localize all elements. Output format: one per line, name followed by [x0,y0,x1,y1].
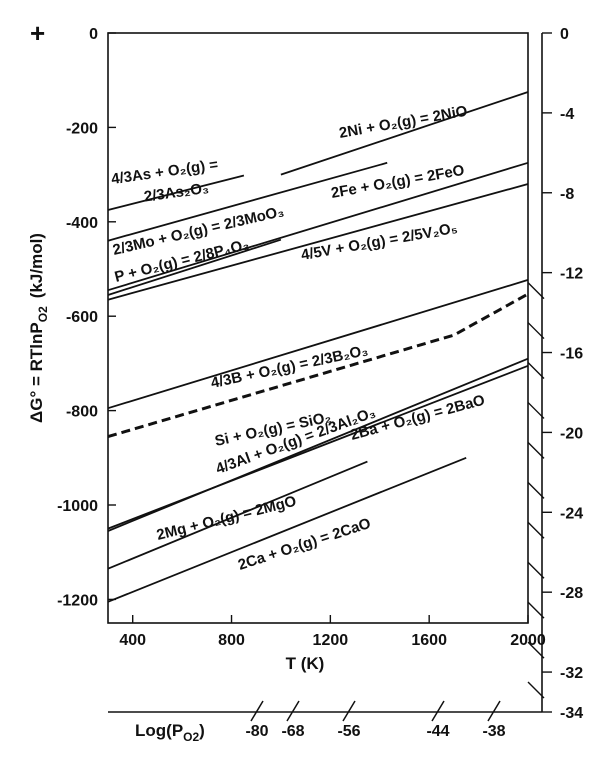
y-axis-title-sub: O2 [36,306,50,322]
right-diagonal-tick [527,362,545,379]
x-tick-label: 800 [218,632,245,649]
series-line-as [107,174,245,211]
right-tick-label: -24 [560,505,583,522]
y-tick-label: -1200 [57,592,98,609]
bottom-scale-tick-mark [487,700,501,722]
y-tick-label: -600 [66,309,98,326]
right-diagonal-tick [527,681,545,699]
y-axis-title: ΔG° = RTlnPO2 (kJ/mol) [27,233,50,423]
y-tick-label: 0 [89,26,98,43]
right-scale-ticks: 0 -4 -8 -12 -16 -20 -24 -28 -32 -34 [527,26,583,722]
right-tick-label: -16 [560,346,583,363]
bottom-scale-ticks: -80 -68 -56 -44 -38 [245,700,506,740]
x-axis-title: T (K) [286,654,325,673]
bottom-scale-title-main: Log(P [135,721,183,740]
right-tick-label: 0 [560,26,569,43]
series-line-mo [107,161,388,242]
right-diagonal-tick [527,601,545,619]
y-tick-label: -1000 [57,498,98,515]
label-fe: 2Fe + O₂(g) = 2FeO [330,162,466,202]
right-tick-label: -8 [560,186,574,203]
label-as: 4/3As + O₂(g) = 2/3As₂O₃ [110,156,226,210]
series-lines-group [107,91,529,603]
reaction-labels: 2Ni + O₂(g) = 2NiO 4/3As + O₂(g) = 2/3As… [110,103,487,574]
bottom-scale-title-sub: O2 [183,730,199,744]
bottom-scale-title-close: ) [199,721,205,740]
right-diagonal-tick [527,282,545,300]
label-v: 4/5V + O₂(g) = 2/5V₂O₅ [300,220,459,264]
right-diagonal-tick [527,401,545,419]
right-diagonal-tick [527,322,545,340]
bottom-scale-title: Log(PO2) [135,721,205,744]
right-tick-label: -20 [560,425,583,442]
bottom-scale-tick-mark [342,700,356,722]
axis-ticks-group: 0 -200 -400 -600 -800 -1000 -1200 400 800 1200 160… [57,26,546,649]
y-axis-title-units: (kJ/mol) [27,233,46,298]
right-tick-label: -12 [560,266,583,283]
right-tick-label: -32 [560,665,583,682]
series-line-p [107,238,282,296]
bottom-scale-tick-mark [431,700,445,722]
label-mg: 2Mg + O₂(g) = 2MgO [155,493,299,544]
x-tick-label: 400 [119,632,146,649]
bottom-scale-tick-label: -44 [426,723,449,740]
bottom-scale-tick-label: -80 [245,723,268,740]
bottom-scale-tick-label: -68 [281,723,304,740]
right-diagonal-tick [527,561,545,579]
series-line-fe [107,161,529,292]
series-line-al [107,357,529,532]
x-tick-label: 2000 [510,632,546,649]
bottom-scale-tick-mark [286,700,300,722]
y-tick-label: -200 [66,120,98,137]
right-diagonal-tick [527,641,545,659]
right-diagonal-tick [527,441,545,459]
series-line-mg [107,460,368,570]
right-diagonal-tick [527,481,545,499]
series-line-ni [280,91,529,176]
series-line-ca [107,456,467,603]
series-line-ba [107,364,529,530]
label-ni: 2Ni + O₂(g) = 2NiO [338,103,469,142]
series-line-v [107,183,529,301]
bottom-scale-tick-label: -56 [337,723,360,740]
y-tick-label: -400 [66,215,98,232]
x-tick-label: 1600 [411,632,447,649]
right-tick-label: -28 [560,585,583,602]
plot-area-frame [107,32,529,624]
x-tick-label: 1200 [313,632,349,649]
label-as-line2: 2/3As₂O₃ [143,180,210,206]
series-line-b [107,279,529,410]
y-axis-title-main: ΔG° = RTlnP [27,322,46,423]
right-diagonal-tick [527,521,545,539]
corner-plus-mark: + [30,18,45,48]
right-tick-label: -4 [560,106,574,123]
series-line-si [107,292,529,439]
y-tick-label: -800 [66,404,98,421]
bottom-scale-tick-label: -38 [482,723,505,740]
bottom-scale-tick-mark [250,700,264,722]
right-tick-label: -34 [560,705,583,722]
